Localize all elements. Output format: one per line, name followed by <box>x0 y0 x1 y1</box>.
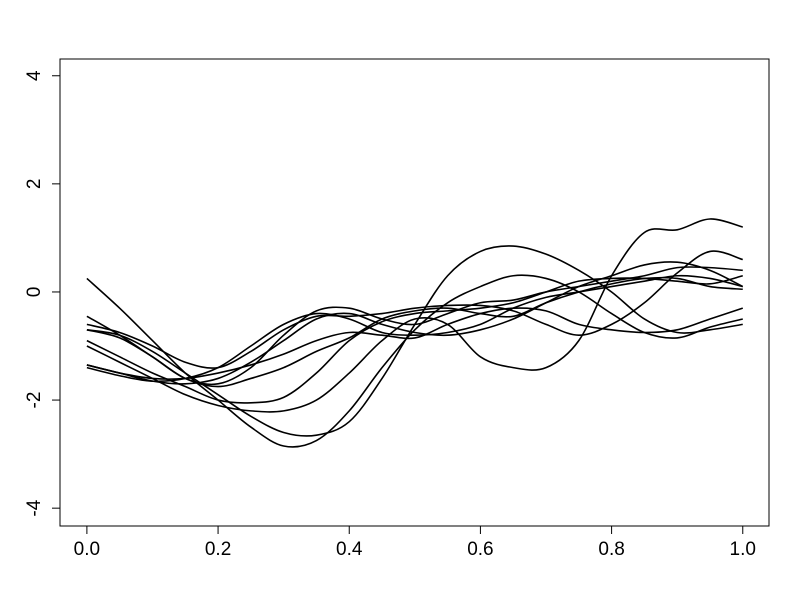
y-tick-label: -2 <box>24 392 45 409</box>
x-tick-label: 0.0 <box>74 539 100 560</box>
curve <box>86 274 743 404</box>
y-tick-label: 4 <box>24 70 45 81</box>
x-tick-label: 1.0 <box>730 539 756 560</box>
curve <box>86 274 743 383</box>
y-tick-label: 2 <box>24 179 45 190</box>
curve <box>86 218 743 413</box>
plot-frame <box>59 58 770 527</box>
y-tick-label: 0 <box>24 287 45 298</box>
curve <box>86 307 744 380</box>
curve <box>86 261 744 385</box>
x-tick-label: 0.6 <box>467 539 493 560</box>
y-tick-label: -4 <box>24 499 45 516</box>
curve <box>86 274 743 448</box>
x-tick-label: 0.4 <box>336 539 363 560</box>
curve <box>86 250 743 369</box>
x-tick-label: 0.2 <box>205 539 231 560</box>
curve <box>86 276 743 388</box>
curve <box>86 245 743 437</box>
x-tick-label: 0.8 <box>598 539 624 560</box>
